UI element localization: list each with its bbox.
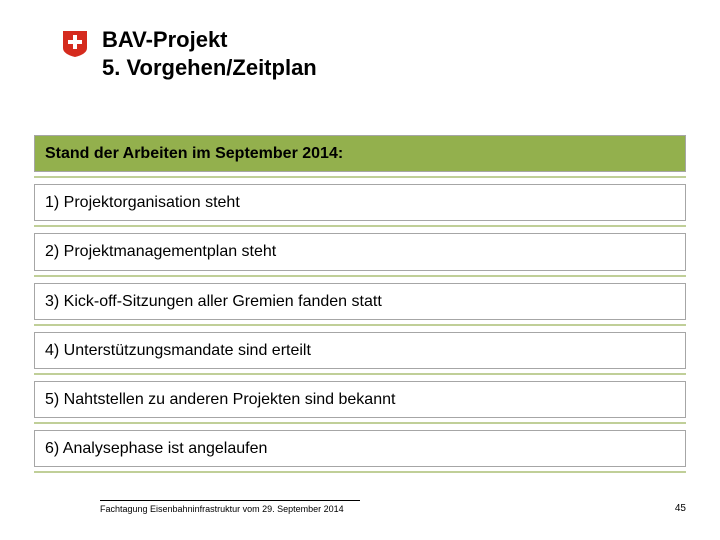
status-header: Stand der Arbeiten im September 2014:	[34, 135, 686, 172]
status-row: 2) Projektmanagementplan steht	[34, 233, 686, 270]
title-line-1: BAV-Projekt	[102, 26, 317, 54]
underline	[34, 373, 686, 375]
status-row: 1) Projektorganisation steht	[34, 184, 686, 221]
footer-left: Fachtagung Eisenbahninfrastruktur vom 29…	[100, 500, 360, 514]
underline	[34, 225, 686, 227]
status-row: 6) Analysephase ist angelaufen	[34, 430, 686, 467]
content: Stand der Arbeiten im September 2014: 1)…	[34, 135, 686, 479]
underline	[34, 176, 686, 178]
status-row: 3) Kick-off-Sitzungen aller Gremien fand…	[34, 283, 686, 320]
footer-rule	[100, 500, 360, 501]
underline	[34, 275, 686, 277]
slide: BAV-Projekt 5. Vorgehen/Zeitplan Stand d…	[0, 0, 720, 540]
status-row: 5) Nahtstellen zu anderen Projekten sind…	[34, 381, 686, 418]
title-block: BAV-Projekt 5. Vorgehen/Zeitplan	[102, 26, 317, 81]
swiss-shield-icon	[62, 30, 88, 58]
underline	[34, 324, 686, 326]
underline	[34, 422, 686, 424]
page-number: 45	[675, 503, 686, 514]
title-line-2: 5. Vorgehen/Zeitplan	[102, 54, 317, 82]
underline	[34, 471, 686, 473]
header: BAV-Projekt 5. Vorgehen/Zeitplan	[62, 26, 317, 81]
status-row: 4) Unterstützungsmandate sind erteilt	[34, 332, 686, 369]
footer: Fachtagung Eisenbahninfrastruktur vom 29…	[100, 500, 686, 514]
footer-text: Fachtagung Eisenbahninfrastruktur vom 29…	[100, 504, 360, 514]
